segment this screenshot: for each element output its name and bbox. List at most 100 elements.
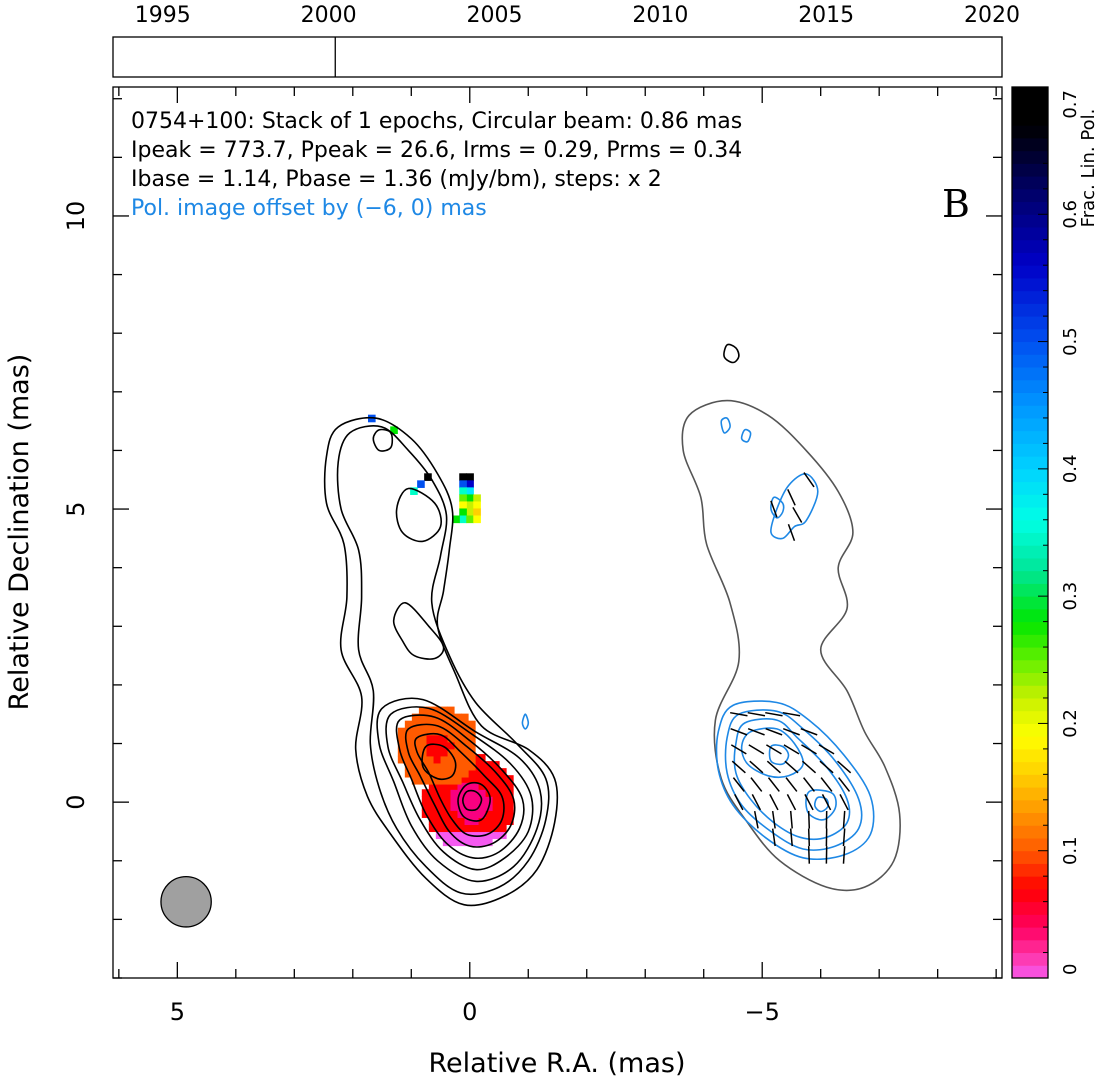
fracpol-pixel bbox=[418, 706, 427, 715]
total-intensity-contours bbox=[323, 343, 901, 907]
fracpol-pixel bbox=[477, 824, 486, 833]
evpa-vector bbox=[751, 794, 762, 811]
evpa-vector bbox=[765, 744, 782, 755]
fracpol-pixel bbox=[425, 748, 434, 757]
fracpol-pixel bbox=[439, 727, 448, 736]
epoch-tick-labels: 1995 2000 2005 2010 2015 2020 bbox=[135, 3, 1020, 28]
fracpol-pixel bbox=[460, 713, 469, 722]
evpa-vector bbox=[770, 500, 778, 518]
evpa-vector bbox=[789, 810, 793, 829]
fracpol-pixel bbox=[404, 741, 413, 750]
evpa-vector bbox=[750, 777, 763, 792]
fracpol-pixel bbox=[446, 741, 455, 750]
total-intensity-contour bbox=[461, 789, 483, 812]
fracpol-pixel bbox=[463, 838, 472, 847]
fracpol-pixel bbox=[456, 796, 465, 804]
polarized-contour bbox=[805, 789, 837, 821]
fracpol-pixel bbox=[459, 515, 467, 524]
colorbar-swatch bbox=[1012, 659, 1048, 674]
evpa-vector bbox=[807, 810, 811, 829]
colorbar-swatch bbox=[1012, 417, 1048, 432]
info-line-1: 0754+100: Stack of 1 epochs, Circular be… bbox=[131, 109, 742, 134]
colorbar-title: Frac. Lin. Pol. bbox=[1078, 109, 1099, 228]
fracpol-pixel bbox=[411, 727, 420, 736]
colorbar-swatch bbox=[1012, 328, 1048, 343]
evpa-vector bbox=[842, 846, 846, 864]
colorbar-swatch bbox=[1012, 252, 1048, 266]
fracpol-pixel bbox=[425, 776, 434, 785]
colorbar-swatch bbox=[1012, 532, 1048, 546]
colorbar-swatch bbox=[1012, 430, 1048, 444]
colorbar-swatch bbox=[1012, 494, 1048, 508]
epoch-tick-label: 2010 bbox=[632, 3, 688, 28]
fracpol-pixel bbox=[470, 789, 479, 797]
fracpol-pixel bbox=[446, 776, 455, 785]
colorbar-swatch bbox=[1012, 901, 1048, 915]
evpa-vector bbox=[766, 760, 781, 774]
fracpol-pixel bbox=[484, 796, 493, 804]
fracpol-pixel bbox=[442, 803, 451, 811]
evpa-vector bbox=[771, 828, 776, 847]
fracpol-pixel bbox=[421, 803, 430, 811]
fracpol-pixel bbox=[425, 727, 434, 736]
fracpol-pixel bbox=[425, 741, 434, 750]
epoch-box bbox=[112, 36, 1003, 78]
fracpol-pixel bbox=[506, 782, 514, 790]
fracpol-pixel bbox=[453, 755, 462, 764]
fracpol-pixel bbox=[459, 473, 467, 481]
fracpol-pixel bbox=[466, 494, 474, 503]
fracpol-pixel bbox=[477, 817, 486, 826]
polarized-contour bbox=[521, 713, 530, 730]
fracpol-pixel bbox=[432, 776, 441, 785]
colorbar-swatch bbox=[1012, 468, 1048, 483]
fracpol-pixel bbox=[499, 775, 507, 783]
fracpol-pixel bbox=[452, 515, 460, 524]
fracpol-pixel bbox=[456, 831, 465, 840]
fracpol-pixel bbox=[425, 755, 434, 764]
fracpol-pixel bbox=[411, 748, 420, 757]
evpa-vector bbox=[769, 794, 779, 811]
colorbar-swatch bbox=[1012, 507, 1048, 521]
fracpol-pixel bbox=[456, 782, 465, 790]
fracpol-pixel bbox=[463, 775, 472, 783]
fracpol-pixel bbox=[460, 748, 469, 757]
evpa-vector bbox=[749, 760, 764, 774]
fracpol-pixel bbox=[428, 782, 437, 790]
fracpol-pixel bbox=[463, 824, 472, 833]
colorbar-swatch bbox=[1012, 277, 1048, 292]
fracpol-pixel bbox=[468, 734, 476, 743]
evpa-vectors bbox=[730, 472, 852, 864]
colorbar-swatch bbox=[1012, 99, 1048, 113]
colorbar-swatch bbox=[1012, 87, 1048, 101]
fracpol-pixel bbox=[463, 796, 472, 804]
colorbar-swatch bbox=[1012, 392, 1048, 406]
fracpol-pixel bbox=[435, 803, 444, 811]
colorbar-tick-label: 0 bbox=[1060, 964, 1081, 975]
y-tick-label: 5 bbox=[62, 501, 90, 516]
fracpol-pixel bbox=[428, 810, 437, 818]
fracpol-pixel bbox=[439, 755, 448, 764]
fracpol-pixel bbox=[446, 762, 455, 771]
evpa-vector bbox=[730, 711, 748, 717]
evpa-vector bbox=[731, 760, 746, 774]
evpa-vector bbox=[732, 777, 745, 792]
fracpol-pixel bbox=[453, 776, 462, 785]
fracpol-pixel bbox=[446, 713, 455, 722]
fracpol-pixel bbox=[491, 775, 500, 783]
fracpol-pixel bbox=[432, 762, 441, 771]
evpa-vector bbox=[784, 760, 799, 774]
evpa-vector bbox=[767, 777, 780, 792]
fracpol-pixel bbox=[463, 789, 472, 797]
fracpol-pixel bbox=[397, 734, 406, 743]
colorbar-swatch bbox=[1012, 608, 1048, 623]
fracpol-pixel bbox=[460, 727, 469, 736]
plot-background bbox=[113, 87, 1002, 978]
fracpol-pixel bbox=[418, 734, 427, 743]
colorbar-swatch bbox=[1012, 125, 1048, 139]
evpa-vector bbox=[800, 728, 818, 736]
fracpol-pixel bbox=[418, 727, 427, 736]
total-intensity-contour bbox=[372, 428, 394, 452]
fracpol-pixel bbox=[470, 796, 479, 804]
fracpol-pixel bbox=[449, 782, 458, 790]
fracpol-pixel bbox=[390, 426, 398, 435]
